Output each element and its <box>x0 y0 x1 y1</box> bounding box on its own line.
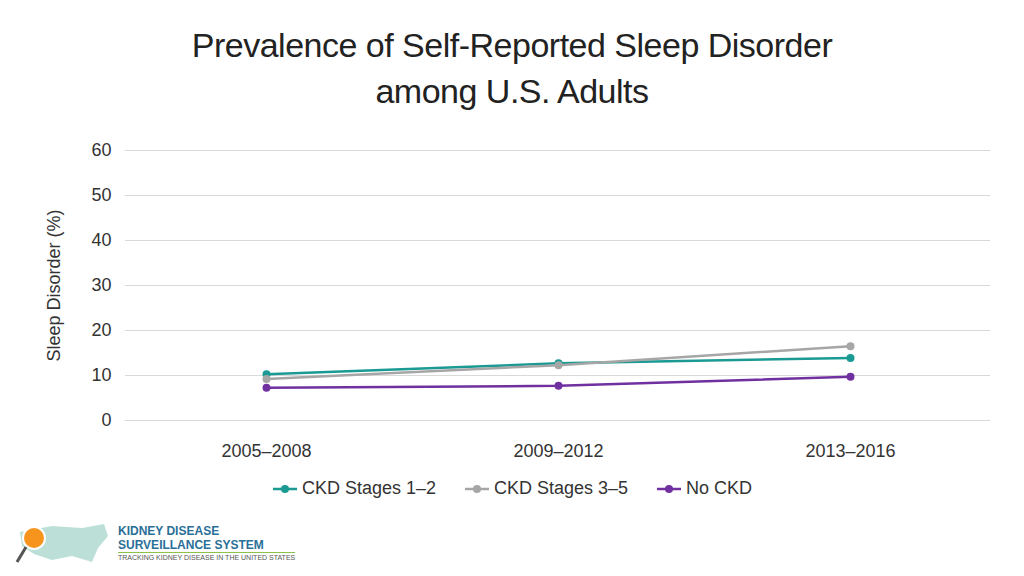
html-text:SURVEILLANCE SYSTEM: SURVEILLANCE SYSTEM <box>118 537 264 552</box>
svg-text:2005–2008: 2005–2008 <box>221 441 311 461</box>
svg-text:20: 20 <box>91 320 111 340</box>
html-text:No CKD: No CKD <box>686 478 753 498</box>
html-text:among U.S. Adults: among U.S. Adults <box>375 72 649 110</box>
svg-text:2009–2012: 2009–2012 <box>513 441 603 461</box>
svg-text:40: 40 <box>91 230 111 250</box>
svg-text:0: 0 <box>101 410 111 430</box>
html-text:CKD Stages 1–2: CKD Stages 1–2 <box>301 478 436 498</box>
html-text:Prevalence of Self-Reported Sl: Prevalence of Self-Reported Sleep Disord… <box>191 26 833 64</box>
html-text:KIDNEY DISEASE: KIDNEY DISEASE <box>118 523 220 538</box>
svg-text:30: 30 <box>91 275 111 295</box>
html-text:TRACKING KIDNEY DISEASE IN THE: TRACKING KIDNEY DISEASE IN THE UNITED ST… <box>118 553 296 561</box>
svg-text:60: 60 <box>91 140 111 160</box>
svg-text:Sleep Disorder (%): Sleep Disorder (%) <box>44 209 64 361</box>
svg-text:50: 50 <box>91 185 111 205</box>
html-text:CKD Stages 3–5: CKD Stages 3–5 <box>494 478 629 498</box>
svg-text:2013–2016: 2013–2016 <box>805 441 895 461</box>
svg-text:10: 10 <box>91 365 111 385</box>
